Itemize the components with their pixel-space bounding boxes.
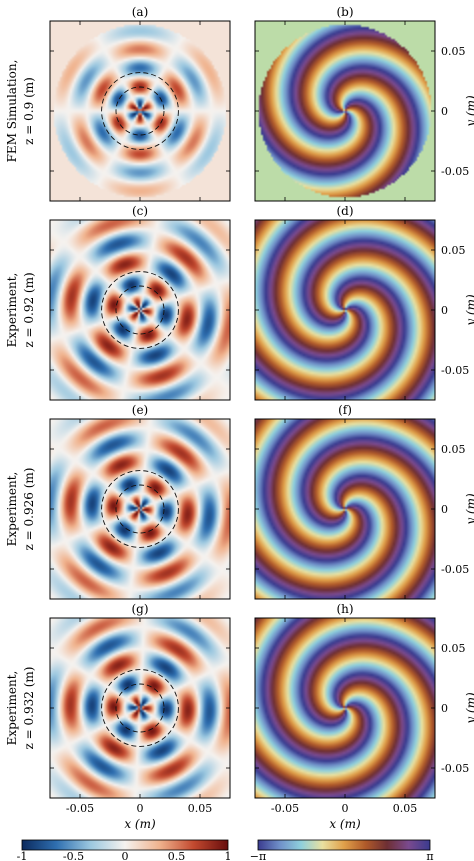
panel-label: (e): [132, 403, 148, 417]
heatmap-a: [50, 21, 230, 201]
y-tick-label: -0.05: [441, 165, 469, 178]
x-tick-label: 0.05: [393, 802, 418, 815]
heatmap-f: [255, 419, 435, 599]
panel-label: (h): [336, 602, 353, 616]
row-label-line1: FEM Simulation,: [5, 60, 19, 163]
panel-b: [254, 20, 436, 202]
y-tick-label: 0: [441, 503, 448, 516]
y-tick-label: -0.05: [441, 563, 469, 576]
heatmap-d: [255, 220, 435, 400]
colorbar-phase: [257, 839, 431, 851]
row-label-line1: Experiment,: [5, 273, 19, 348]
y-tick-label: 0.05: [441, 443, 466, 456]
y-tick-label: 0.05: [441, 45, 466, 58]
x-tick-label: 0: [137, 802, 144, 815]
heatmap-h: [255, 618, 435, 798]
colorbar-amplitude: [21, 839, 229, 851]
panel-label: (d): [336, 204, 353, 218]
panel-label: (c): [132, 204, 148, 218]
colorbar-amplitude-tick-label: 0.5: [168, 850, 186, 861]
panel-label: (f): [338, 403, 352, 417]
y-axis-label: y (m): [464, 95, 474, 128]
dashed-circle-1: [101, 470, 179, 548]
y-axis-label: y (m): [464, 692, 474, 725]
dashed-circle-0: [115, 683, 165, 733]
heatmap-g: [50, 618, 230, 798]
panel-c: [49, 219, 231, 401]
x-axis-label: x (m): [329, 817, 361, 831]
y-tick-label: 0: [441, 702, 448, 715]
panel-f: [254, 418, 436, 600]
x-tick-label: 0.05: [188, 802, 213, 815]
y-tick-label: 0: [441, 304, 448, 317]
row-label-line2: z = 0.9 (m): [22, 77, 36, 145]
row-label-line2: z = 0.92 (m): [22, 272, 36, 347]
colorbar-phase-tick-label: π: [426, 850, 433, 861]
y-tick-label: -0.05: [441, 364, 469, 377]
panel-d: [254, 219, 436, 401]
y-tick-label: 0.05: [441, 642, 466, 655]
y-tick-label: -0.05: [441, 762, 469, 775]
dashed-circle-1: [101, 271, 179, 349]
colorbar-amplitude-tick-label: -0.5: [63, 850, 84, 861]
panel-label: (g): [131, 602, 148, 616]
y-tick-label: 0.05: [441, 244, 466, 257]
x-tick-label: 0: [342, 802, 349, 815]
y-tick-label: 0: [441, 105, 448, 118]
x-axis-label: x (m): [124, 817, 156, 831]
colorbar-amplitude-tick-label: 1: [225, 850, 232, 861]
panel-g: [49, 617, 231, 799]
row-label-line2: z = 0.932 (m): [22, 667, 36, 750]
heatmap-b: [255, 21, 435, 201]
x-tick-label: -0.05: [271, 802, 299, 815]
colorbar-phase-tick-label: −π: [250, 850, 266, 861]
dashed-circle-0: [115, 484, 165, 534]
dashed-circle-0: [115, 86, 165, 136]
dashed-circle-0: [115, 285, 165, 335]
panel-label: (a): [132, 5, 149, 19]
panel-e: [49, 418, 231, 600]
dashed-circle-1: [101, 72, 179, 150]
heatmap-c: [50, 220, 230, 400]
panels-layer: [21, 20, 436, 851]
labels-layer: (a) (b) 0.05 0 -0.05 y (m) (c) (d) 0.05 0 -0.05 y (…: [5, 5, 474, 861]
panel-label: (b): [336, 5, 353, 19]
y-axis-label: y (m): [464, 493, 474, 526]
panel-h: [254, 617, 436, 799]
row-label-line2: z = 0.926 (m): [22, 468, 36, 551]
row-label-line1: Experiment,: [5, 671, 19, 746]
x-tick-label: -0.05: [66, 802, 94, 815]
colorbar-amplitude-tick-label: -1: [17, 850, 28, 861]
colorbar-amplitude-tick-label: 0: [122, 850, 129, 861]
heatmap-e: [50, 419, 230, 599]
dashed-circle-1: [101, 669, 179, 747]
y-axis-label: y (m): [464, 294, 474, 327]
panel-a: [49, 20, 231, 202]
row-label-line1: Experiment,: [5, 472, 19, 547]
